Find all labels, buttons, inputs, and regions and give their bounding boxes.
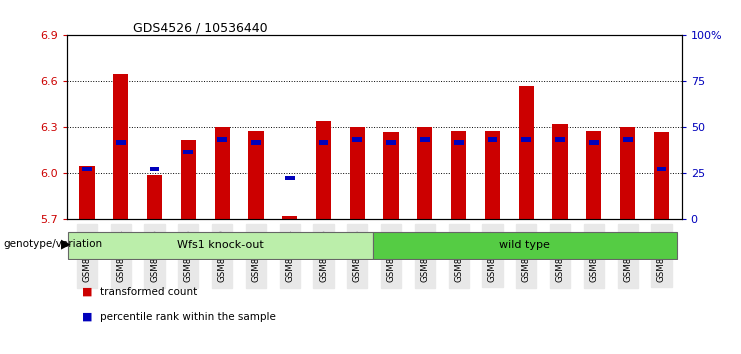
Text: genotype/variation: genotype/variation — [4, 239, 103, 249]
Bar — [285, 176, 295, 181]
Bar — [453, 141, 464, 145]
Bar — [248, 131, 264, 219]
Bar — [620, 127, 635, 219]
Bar — [657, 166, 666, 171]
Bar — [485, 131, 500, 219]
Bar — [384, 132, 399, 219]
Bar — [147, 175, 162, 219]
Bar — [113, 74, 128, 219]
Bar — [68, 232, 373, 259]
Bar — [417, 127, 433, 219]
Bar — [386, 141, 396, 145]
Bar — [79, 166, 95, 219]
Bar — [373, 232, 677, 259]
Bar — [319, 141, 328, 145]
Bar — [555, 137, 565, 142]
Bar — [589, 141, 599, 145]
Bar — [654, 132, 669, 219]
Bar — [316, 121, 331, 219]
Bar — [553, 124, 568, 219]
Bar — [451, 131, 466, 219]
Bar — [353, 137, 362, 142]
Text: GDS4526 / 10536440: GDS4526 / 10536440 — [133, 21, 268, 34]
Bar — [217, 137, 227, 142]
Bar — [150, 166, 159, 171]
Text: Wfs1 knock-out: Wfs1 knock-out — [177, 240, 264, 250]
Text: transformed count: transformed count — [100, 287, 197, 297]
Bar — [181, 140, 196, 219]
Bar — [184, 150, 193, 154]
Bar — [251, 141, 261, 145]
Bar — [215, 127, 230, 219]
Bar — [116, 141, 126, 145]
Text: ■: ■ — [82, 312, 92, 322]
Bar — [519, 86, 534, 219]
Bar — [282, 216, 297, 219]
Text: ▶: ▶ — [61, 237, 70, 250]
Text: ■: ■ — [82, 287, 92, 297]
Bar — [350, 127, 365, 219]
Bar — [82, 166, 92, 171]
Bar — [488, 137, 497, 142]
Bar — [420, 137, 430, 142]
Bar — [622, 137, 633, 142]
Bar — [522, 137, 531, 142]
Text: percentile rank within the sample: percentile rank within the sample — [100, 312, 276, 322]
Text: wild type: wild type — [499, 240, 550, 250]
Bar — [586, 131, 602, 219]
